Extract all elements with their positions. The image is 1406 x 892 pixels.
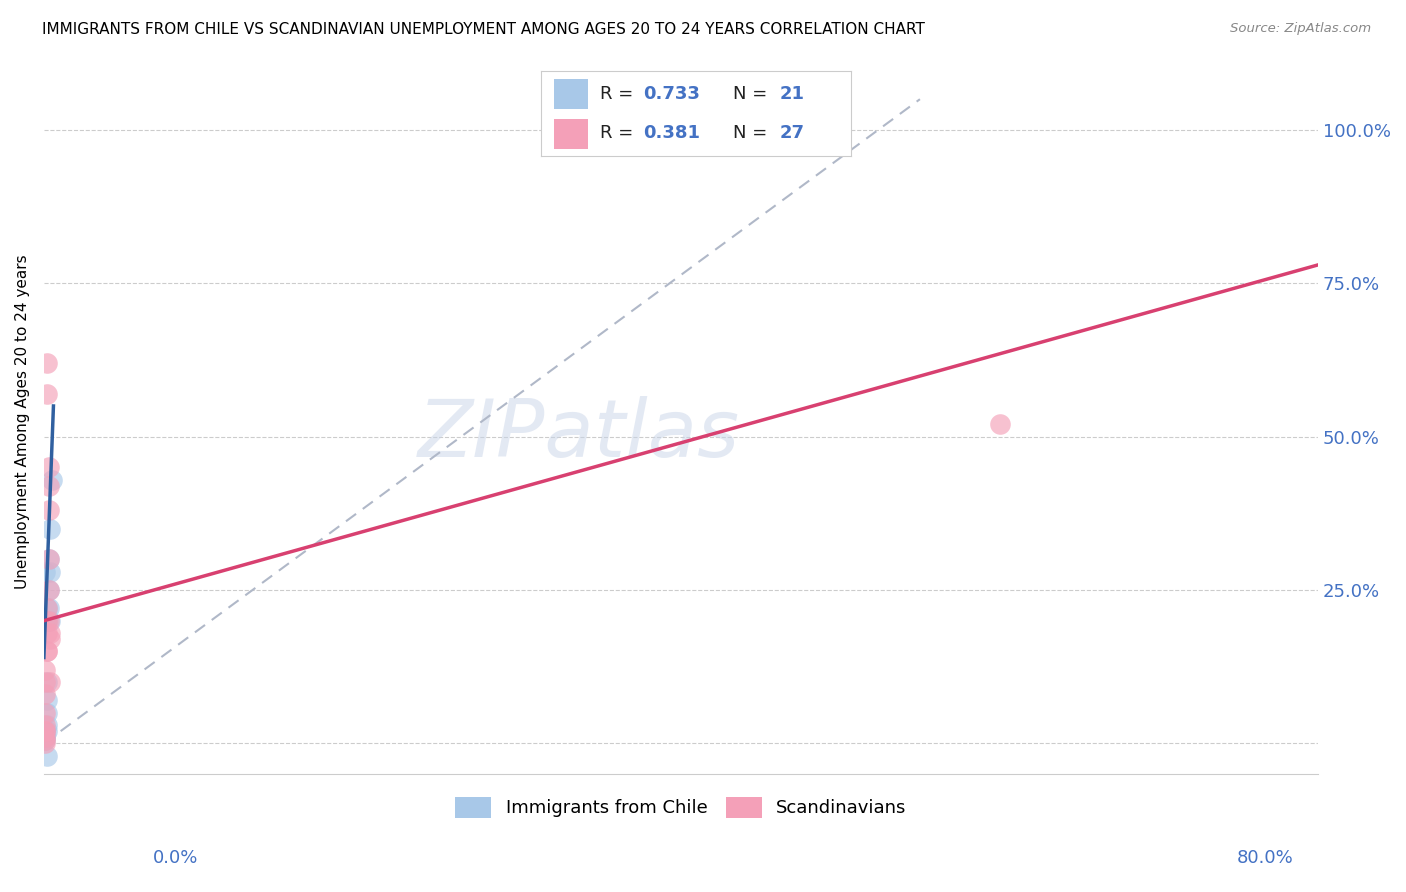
Point	[34, 675, 56, 690]
Text: 0.381: 0.381	[644, 124, 700, 142]
Point	[35, 748, 58, 763]
Legend: Immigrants from Chile, Scandinavians: Immigrants from Chile, Scandinavians	[449, 789, 914, 825]
Point	[35, 718, 58, 732]
FancyBboxPatch shape	[554, 119, 588, 149]
Point	[35, 614, 58, 628]
Point	[39, 632, 62, 647]
Text: 27: 27	[779, 124, 804, 142]
Point	[38, 552, 60, 566]
Point	[39, 565, 62, 579]
Point	[38, 460, 60, 475]
Text: R =: R =	[600, 86, 640, 103]
Point	[35, 356, 58, 370]
Point	[35, 644, 58, 658]
Point	[35, 626, 58, 640]
Point	[34, 731, 56, 745]
Point	[35, 675, 58, 690]
Text: Source: ZipAtlas.com: Source: ZipAtlas.com	[1230, 22, 1371, 36]
Text: R =: R =	[600, 124, 640, 142]
Point	[39, 626, 62, 640]
Point	[38, 503, 60, 517]
Point	[34, 706, 56, 720]
Point	[38, 479, 60, 493]
Point	[38, 552, 60, 566]
Point	[34, 565, 56, 579]
Point	[35, 386, 58, 401]
Point	[38, 614, 60, 628]
Point	[35, 601, 58, 615]
Text: 0.733: 0.733	[644, 86, 700, 103]
Text: 0.0%: 0.0%	[153, 849, 198, 867]
Point	[34, 731, 56, 745]
Point	[34, 724, 56, 739]
Point	[38, 582, 60, 597]
Text: 80.0%: 80.0%	[1237, 849, 1294, 867]
Point	[38, 582, 60, 597]
Point	[41, 473, 63, 487]
Point	[34, 736, 56, 750]
Text: IMMIGRANTS FROM CHILE VS SCANDINAVIAN UNEMPLOYMENT AMONG AGES 20 TO 24 YEARS COR: IMMIGRANTS FROM CHILE VS SCANDINAVIAN UN…	[42, 22, 925, 37]
Point	[34, 731, 56, 745]
Point	[35, 724, 58, 739]
Point	[39, 614, 62, 628]
Text: ZIPatlas: ZIPatlas	[418, 396, 740, 475]
Point	[35, 601, 58, 615]
Point	[988, 417, 1011, 432]
Point	[39, 522, 62, 536]
Point	[34, 687, 56, 701]
Point	[35, 693, 58, 707]
Text: N =: N =	[733, 124, 773, 142]
Point	[34, 718, 56, 732]
Text: N =: N =	[733, 86, 773, 103]
Point	[38, 601, 60, 615]
FancyBboxPatch shape	[554, 79, 588, 110]
Point	[35, 644, 58, 658]
Point	[34, 733, 56, 747]
Y-axis label: Unemployment Among Ages 20 to 24 years: Unemployment Among Ages 20 to 24 years	[15, 254, 30, 589]
Point	[34, 663, 56, 677]
Point	[34, 724, 56, 739]
Point	[34, 724, 56, 739]
Point	[34, 724, 56, 739]
Point	[35, 614, 58, 628]
Point	[34, 733, 56, 747]
Point	[35, 706, 58, 720]
Point	[39, 675, 62, 690]
Text: 21: 21	[779, 86, 804, 103]
